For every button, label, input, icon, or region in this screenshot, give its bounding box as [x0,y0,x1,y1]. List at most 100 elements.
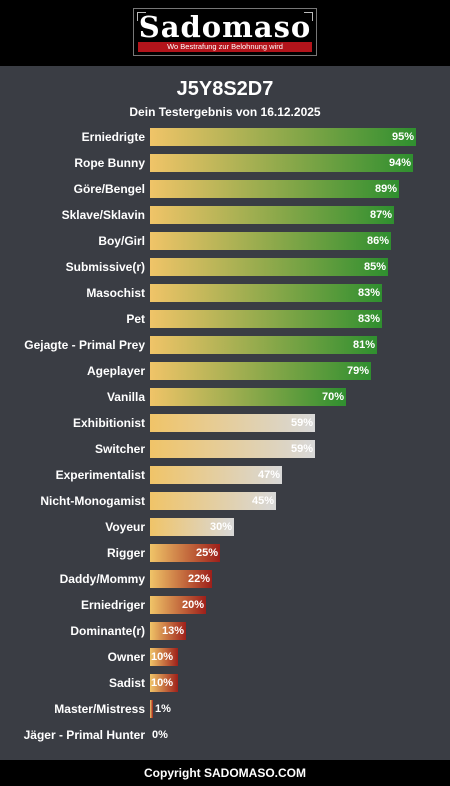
chart-row: Vanilla 70% [0,384,450,410]
percent-label: 25% [195,547,218,559]
value-bar [150,232,391,250]
value-bar [150,284,382,302]
value-bar [150,336,377,354]
value-bar [150,648,178,666]
percent-label: 83% [357,313,380,325]
category-label: Dominante(r) [70,624,145,638]
percent-label: 81% [352,339,375,351]
category-label: Pet [126,312,145,326]
percent-label: 22% [187,573,210,585]
category-label: Sadist [108,676,145,690]
result-bar-chart: Erniedrigte 95% Rope Bunny 94% Göre/Bengel 89… [0,124,450,748]
percent-label: 0% [152,729,168,741]
value-bar [150,258,388,276]
percent-label: 94% [388,157,411,169]
percent-label: 89% [374,183,397,195]
percent-label: 20% [181,599,204,611]
percent-label: 59% [290,417,313,429]
value-bar [150,674,178,692]
value-bar [150,466,282,484]
copyright-footer: Copyright SADOMASO.COM [0,760,450,786]
chart-row: Boy/Girl 86% [0,228,450,254]
percent-label: 86% [366,235,389,247]
logo-ornament [304,12,313,21]
percent-label: 59% [290,443,313,455]
category-label: Voyeur [105,520,145,534]
category-label: Submissive(r) [65,260,145,274]
category-label: Vanilla [106,390,145,404]
chart-row: Pet 83% [0,306,450,332]
value-bar [150,440,315,458]
percent-label: 79% [346,365,369,377]
chart-row: Jäger - Primal Hunter 0% [0,722,450,748]
value-bar [150,154,413,172]
value-bar [150,310,382,328]
chart-row: Göre/Bengel 89% [0,176,450,202]
site-header: Sadomaso Wo Bestrafung zur Belohnung wir… [0,0,450,66]
percent-label: 30% [209,521,232,533]
value-bar [150,700,153,718]
result-code-title: J5Y8S2D7 [176,78,274,100]
category-label: Exhibitionist [73,416,145,430]
chart-row: Experimentalist 47% [0,462,450,488]
chart-row: Ageplayer 79% [0,358,450,384]
category-label: Göre/Bengel [73,182,145,196]
category-label: Erniedrigte [81,130,145,144]
percent-label: 87% [369,209,392,221]
percent-label: 85% [363,261,386,273]
category-label: Owner [107,650,145,664]
category-label: Jäger - Primal Hunter [23,728,145,742]
percent-label: 10% [151,677,174,689]
category-label: Rigger [106,546,145,560]
category-label: Experimentalist [55,468,145,482]
chart-row: Sklave/Sklavin 87% [0,202,450,228]
category-label: Erniedriger [80,598,145,612]
percent-label: 47% [257,469,280,481]
percent-label: 95% [391,131,414,143]
category-label: Master/Mistress [54,702,145,716]
value-bar [150,596,206,614]
category-label: Ageplayer [86,364,145,378]
percent-label: 13% [161,625,184,637]
logo-wordmark: Sadomaso [138,10,312,44]
chart-row: Erniedriger 20% [0,592,450,618]
category-label: Daddy/Mommy [59,572,145,586]
value-bar [150,622,186,640]
percent-label: 83% [357,287,380,299]
percent-label: 10% [151,651,174,663]
logo-tagline: Wo Bestrafung zur Belohnung wird [138,42,312,52]
value-bar [150,128,416,146]
category-label: Masochist [86,286,145,300]
chart-row: Sadist 10% [0,670,450,696]
value-bar [150,388,346,406]
category-label: Rope Bunny [74,156,145,170]
chart-row: Masochist 83% [0,280,450,306]
logo-ornament [137,12,146,21]
percent-label: 1% [155,703,171,715]
chart-row: Voyeur 30% [0,514,450,540]
value-bar [150,492,276,510]
category-label: Sklave/Sklavin [61,208,145,222]
chart-row: Erniedrigte 95% [0,124,450,150]
value-bar [150,544,220,562]
chart-row: Submissive(r) 85% [0,254,450,280]
category-label: Gejagte - Primal Prey [24,338,145,352]
chart-row: Gejagte - Primal Prey 81% [0,332,450,358]
result-date-subtitle: Dein Testergebnis von 16.12.2025 [129,105,321,119]
value-bar [150,570,212,588]
chart-row: Rigger 25% [0,540,450,566]
category-label: Boy/Girl [98,234,145,248]
sadomaso-logo[interactable]: Sadomaso Wo Bestrafung zur Belohnung wir… [133,8,317,56]
chart-row: Owner 10% [0,644,450,670]
chart-row: Rope Bunny 94% [0,150,450,176]
chart-row: Daddy/Mommy 22% [0,566,450,592]
value-bar [150,414,315,432]
chart-row: Master/Mistress 1% [0,696,450,722]
percent-label: 45% [251,495,274,507]
percent-label: 70% [321,391,344,403]
category-label: Nicht-Monogamist [40,494,145,508]
chart-row: Switcher 59% [0,436,450,462]
category-label: Switcher [94,442,145,456]
value-bar [150,180,399,198]
chart-row: Nicht-Monogamist 45% [0,488,450,514]
